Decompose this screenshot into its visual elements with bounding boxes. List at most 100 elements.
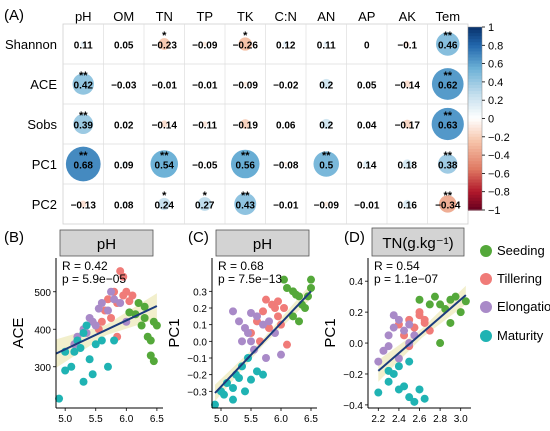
column-label: pH xyxy=(75,9,92,24)
colorbar-segment xyxy=(468,130,482,135)
correlation-circle xyxy=(365,122,368,126)
data-point-seeding xyxy=(425,300,434,309)
panel-label-b: (B) xyxy=(4,229,24,246)
panel-label-a: (A) xyxy=(4,7,24,24)
data-point-maturity xyxy=(220,390,228,399)
data-point-elongation xyxy=(253,312,261,321)
correlation-value: −0.05 xyxy=(192,161,218,172)
data-point-tillering xyxy=(420,318,429,327)
correlation-value: 0.18 xyxy=(398,161,418,172)
y-tick-label: 0.0 xyxy=(349,339,363,350)
correlation-circle xyxy=(65,146,101,182)
annotation-p: p = 5.9e−05 xyxy=(62,272,126,286)
data-point-maturity xyxy=(259,370,267,379)
significance-marker: ** xyxy=(322,150,331,162)
colorbar-segment xyxy=(468,75,482,80)
data-point-elongation xyxy=(91,321,100,330)
column-label: AK xyxy=(399,9,417,24)
data-point-seeding xyxy=(140,314,149,322)
correlation-circle xyxy=(402,119,412,129)
correlation-value: 0.04 xyxy=(357,121,377,132)
data-point-seeding xyxy=(280,275,288,284)
y-tick-label: −0.1 xyxy=(187,354,207,365)
data-point-elongation xyxy=(379,346,388,355)
correlation-value: 0.39 xyxy=(74,121,94,132)
significance-marker: ** xyxy=(79,150,88,162)
data-point-elongation xyxy=(97,299,106,307)
colorbar-segment xyxy=(468,152,482,156)
data-point-elongation xyxy=(400,326,409,335)
y-tick-label: 0.3 xyxy=(193,287,207,298)
y-tick-label: 0.0 xyxy=(193,337,207,348)
correlation-value: 0.54 xyxy=(155,161,175,172)
colorbar-segment xyxy=(468,158,482,162)
data-point-elongation xyxy=(374,357,383,366)
row-label: PC2 xyxy=(32,197,57,212)
correlation-circle xyxy=(282,40,289,48)
correlation-circle xyxy=(321,78,332,90)
correlation-circle xyxy=(404,41,410,47)
correlation-circle xyxy=(439,195,457,213)
x-tick-label: 6.5 xyxy=(150,414,164,425)
data-point-elongation xyxy=(405,320,414,329)
colorbar-segment xyxy=(468,182,482,187)
colorbar-segment xyxy=(468,115,482,120)
correlation-value: −0.23 xyxy=(152,41,178,52)
colorbar-segment xyxy=(468,142,482,147)
significance-marker: * xyxy=(162,30,167,42)
data-point-tillering xyxy=(265,324,273,332)
correlation-value: 0.14 xyxy=(357,161,377,172)
data-point-seeding xyxy=(436,339,445,348)
data-point-seeding xyxy=(304,292,312,301)
correlation-circle xyxy=(438,154,458,174)
data-point-seeding xyxy=(283,284,291,292)
correlation-value: 0.62 xyxy=(438,81,458,92)
correlation-value: −0.02 xyxy=(273,81,299,92)
colorbar-tick-label: 0.6 xyxy=(488,59,503,71)
correlation-circle xyxy=(122,42,126,46)
significance-marker: ** xyxy=(79,110,88,122)
data-point-maturity xyxy=(76,344,85,352)
correlation-circle xyxy=(121,201,126,207)
colorbar-segment xyxy=(468,203,482,208)
colorbar-segment xyxy=(468,30,482,34)
correlation-value: 0.56 xyxy=(236,161,256,172)
data-point-seeding xyxy=(307,275,315,284)
y-axis-label: PC1 xyxy=(166,318,183,347)
annotation-r: R = 0.68 xyxy=(218,259,264,273)
data-point-elongation xyxy=(389,323,398,332)
column-label: Tem xyxy=(435,9,460,24)
correlation-circle xyxy=(402,159,412,169)
data-point-maturity xyxy=(55,394,64,403)
correlation-circle xyxy=(197,197,212,211)
y-tick-label: 300 xyxy=(34,363,51,374)
data-point-maturity xyxy=(70,347,79,356)
data-point-seeding xyxy=(430,292,439,301)
significance-marker: ** xyxy=(443,110,452,122)
row-label: PC1 xyxy=(32,157,57,172)
colorbar-segment xyxy=(468,51,482,56)
data-point-seeding xyxy=(149,357,158,366)
annotation-p: p = 7.5e−13 xyxy=(218,272,282,286)
colorbar-segment xyxy=(468,27,482,31)
correlation-circle xyxy=(323,201,329,207)
correlation-circle xyxy=(160,120,168,128)
correlation-value: −0.14 xyxy=(395,81,421,92)
colorbar-segment xyxy=(468,97,482,101)
data-point-maturity xyxy=(238,362,246,371)
data-point-maturity xyxy=(405,357,414,366)
colorbar-tick-label: −0.8 xyxy=(488,187,510,199)
data-point-maturity xyxy=(405,393,414,402)
x-tick-label: 6.5 xyxy=(304,414,318,425)
y-tick-label: 0.4 xyxy=(349,277,363,288)
data-point-seeding xyxy=(146,336,155,345)
colorbar-segment xyxy=(468,179,482,184)
colorbar-segment xyxy=(468,54,482,59)
data-point-elongation xyxy=(277,350,285,359)
data-point-seeding xyxy=(140,302,149,311)
data-point-tillering xyxy=(274,312,282,321)
data-point-elongation xyxy=(107,287,116,296)
data-point-tillering xyxy=(103,295,112,304)
data-point-seeding xyxy=(295,317,303,326)
significance-marker: ** xyxy=(160,150,169,162)
